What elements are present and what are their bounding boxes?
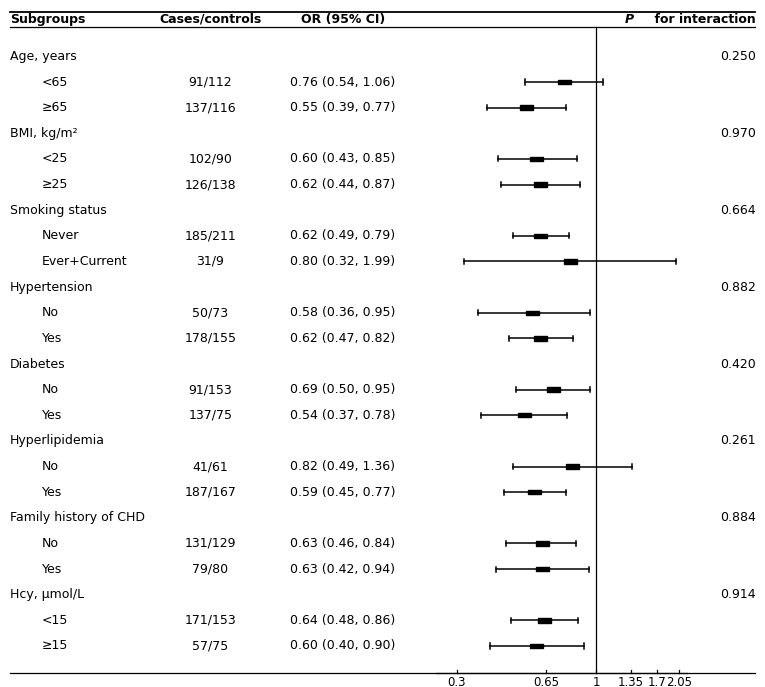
Text: 0.58 (0.36, 0.95): 0.58 (0.36, 0.95) bbox=[290, 306, 396, 319]
FancyBboxPatch shape bbox=[534, 336, 547, 341]
Text: Smoking status: Smoking status bbox=[10, 204, 106, 216]
Text: 0.63 (0.42, 0.94): 0.63 (0.42, 0.94) bbox=[290, 563, 396, 576]
Text: 0.62 (0.47, 0.82): 0.62 (0.47, 0.82) bbox=[290, 332, 396, 345]
Text: 91/112: 91/112 bbox=[188, 76, 233, 89]
FancyBboxPatch shape bbox=[530, 157, 543, 161]
Text: 41/61: 41/61 bbox=[193, 460, 228, 473]
Text: No: No bbox=[42, 460, 59, 473]
Text: 31/9: 31/9 bbox=[197, 255, 224, 268]
Text: <15: <15 bbox=[42, 614, 68, 627]
Text: 0.64 (0.48, 0.86): 0.64 (0.48, 0.86) bbox=[290, 614, 396, 627]
Text: Yes: Yes bbox=[42, 409, 62, 422]
Text: 137/75: 137/75 bbox=[188, 409, 233, 422]
FancyBboxPatch shape bbox=[518, 413, 531, 418]
Text: Ever+Current: Ever+Current bbox=[42, 255, 128, 268]
Text: 0.250: 0.250 bbox=[720, 50, 756, 63]
Text: 0.55 (0.39, 0.77): 0.55 (0.39, 0.77) bbox=[290, 101, 396, 114]
Text: for interaction: for interaction bbox=[652, 13, 756, 25]
Text: 91/153: 91/153 bbox=[188, 383, 233, 396]
Text: 0.54 (0.37, 0.78): 0.54 (0.37, 0.78) bbox=[290, 409, 396, 422]
FancyBboxPatch shape bbox=[567, 464, 580, 469]
Text: 79/80: 79/80 bbox=[192, 563, 229, 576]
Text: 137/116: 137/116 bbox=[184, 101, 236, 114]
Text: 0.970: 0.970 bbox=[720, 127, 756, 139]
Text: 0.420: 0.420 bbox=[720, 357, 756, 370]
Text: No: No bbox=[42, 383, 59, 396]
FancyBboxPatch shape bbox=[546, 387, 559, 392]
Text: 0.884: 0.884 bbox=[720, 511, 756, 524]
Text: 0.63 (0.46, 0.84): 0.63 (0.46, 0.84) bbox=[290, 537, 396, 550]
Text: 131/129: 131/129 bbox=[184, 537, 236, 550]
Text: 102/90: 102/90 bbox=[188, 153, 233, 166]
Text: 0.3: 0.3 bbox=[448, 676, 466, 687]
Text: Hyperlipidemia: Hyperlipidemia bbox=[10, 434, 105, 447]
Text: OR (95% CI): OR (95% CI) bbox=[301, 13, 385, 25]
FancyBboxPatch shape bbox=[536, 541, 549, 545]
Text: Diabetes: Diabetes bbox=[10, 357, 66, 370]
Text: Hcy, μmol/L: Hcy, μmol/L bbox=[10, 588, 84, 601]
Text: Hypertension: Hypertension bbox=[10, 280, 93, 293]
Text: Never: Never bbox=[42, 229, 80, 243]
Text: <65: <65 bbox=[42, 76, 68, 89]
FancyBboxPatch shape bbox=[520, 106, 533, 110]
Text: 0.664: 0.664 bbox=[720, 204, 756, 216]
FancyBboxPatch shape bbox=[534, 234, 547, 238]
FancyBboxPatch shape bbox=[530, 644, 543, 648]
Text: 0.882: 0.882 bbox=[720, 280, 756, 293]
Text: 185/211: 185/211 bbox=[184, 229, 236, 243]
FancyBboxPatch shape bbox=[538, 618, 551, 622]
Text: ≥15: ≥15 bbox=[42, 640, 68, 653]
Text: 0.60 (0.40, 0.90): 0.60 (0.40, 0.90) bbox=[290, 640, 396, 653]
Text: No: No bbox=[42, 306, 59, 319]
FancyBboxPatch shape bbox=[536, 567, 549, 572]
Text: 0.914: 0.914 bbox=[720, 588, 756, 601]
FancyBboxPatch shape bbox=[564, 259, 577, 264]
Text: 178/155: 178/155 bbox=[184, 332, 236, 345]
Text: Age, years: Age, years bbox=[10, 50, 76, 63]
Text: Yes: Yes bbox=[42, 332, 62, 345]
Text: ≥25: ≥25 bbox=[42, 178, 68, 191]
Text: Cases/controls: Cases/controls bbox=[159, 13, 262, 25]
Text: 50/73: 50/73 bbox=[192, 306, 229, 319]
Text: 0.69 (0.50, 0.95): 0.69 (0.50, 0.95) bbox=[290, 383, 396, 396]
Text: 1.35: 1.35 bbox=[617, 676, 643, 687]
Text: 0.59 (0.45, 0.77): 0.59 (0.45, 0.77) bbox=[290, 486, 396, 499]
Text: 0.76 (0.54, 1.06): 0.76 (0.54, 1.06) bbox=[290, 76, 396, 89]
Text: 0.82 (0.49, 1.36): 0.82 (0.49, 1.36) bbox=[290, 460, 396, 473]
Text: Subgroups: Subgroups bbox=[10, 13, 86, 25]
Text: 0.62 (0.49, 0.79): 0.62 (0.49, 0.79) bbox=[290, 229, 396, 243]
FancyBboxPatch shape bbox=[558, 80, 571, 85]
Text: Yes: Yes bbox=[42, 486, 62, 499]
FancyBboxPatch shape bbox=[529, 490, 542, 495]
Text: 0.60 (0.43, 0.85): 0.60 (0.43, 0.85) bbox=[290, 153, 396, 166]
Text: Family history of CHD: Family history of CHD bbox=[10, 511, 145, 524]
Text: No: No bbox=[42, 537, 59, 550]
Text: 126/138: 126/138 bbox=[184, 178, 236, 191]
Text: 57/75: 57/75 bbox=[192, 640, 229, 653]
Text: <25: <25 bbox=[42, 153, 68, 166]
Text: 171/153: 171/153 bbox=[184, 614, 236, 627]
Text: 2.05: 2.05 bbox=[666, 676, 692, 687]
Text: 1: 1 bbox=[592, 676, 600, 687]
Text: 0.62 (0.44, 0.87): 0.62 (0.44, 0.87) bbox=[290, 178, 396, 191]
Text: 0.80 (0.32, 1.99): 0.80 (0.32, 1.99) bbox=[290, 255, 396, 268]
Text: P: P bbox=[624, 13, 633, 25]
FancyBboxPatch shape bbox=[526, 311, 539, 315]
FancyBboxPatch shape bbox=[534, 182, 547, 187]
Text: 187/167: 187/167 bbox=[184, 486, 236, 499]
Text: 0.65: 0.65 bbox=[533, 676, 559, 687]
Text: ≥65: ≥65 bbox=[42, 101, 68, 114]
Text: 1.7: 1.7 bbox=[648, 676, 667, 687]
Text: BMI, kg/m²: BMI, kg/m² bbox=[10, 127, 77, 139]
Text: 0.261: 0.261 bbox=[720, 434, 756, 447]
Text: Yes: Yes bbox=[42, 563, 62, 576]
